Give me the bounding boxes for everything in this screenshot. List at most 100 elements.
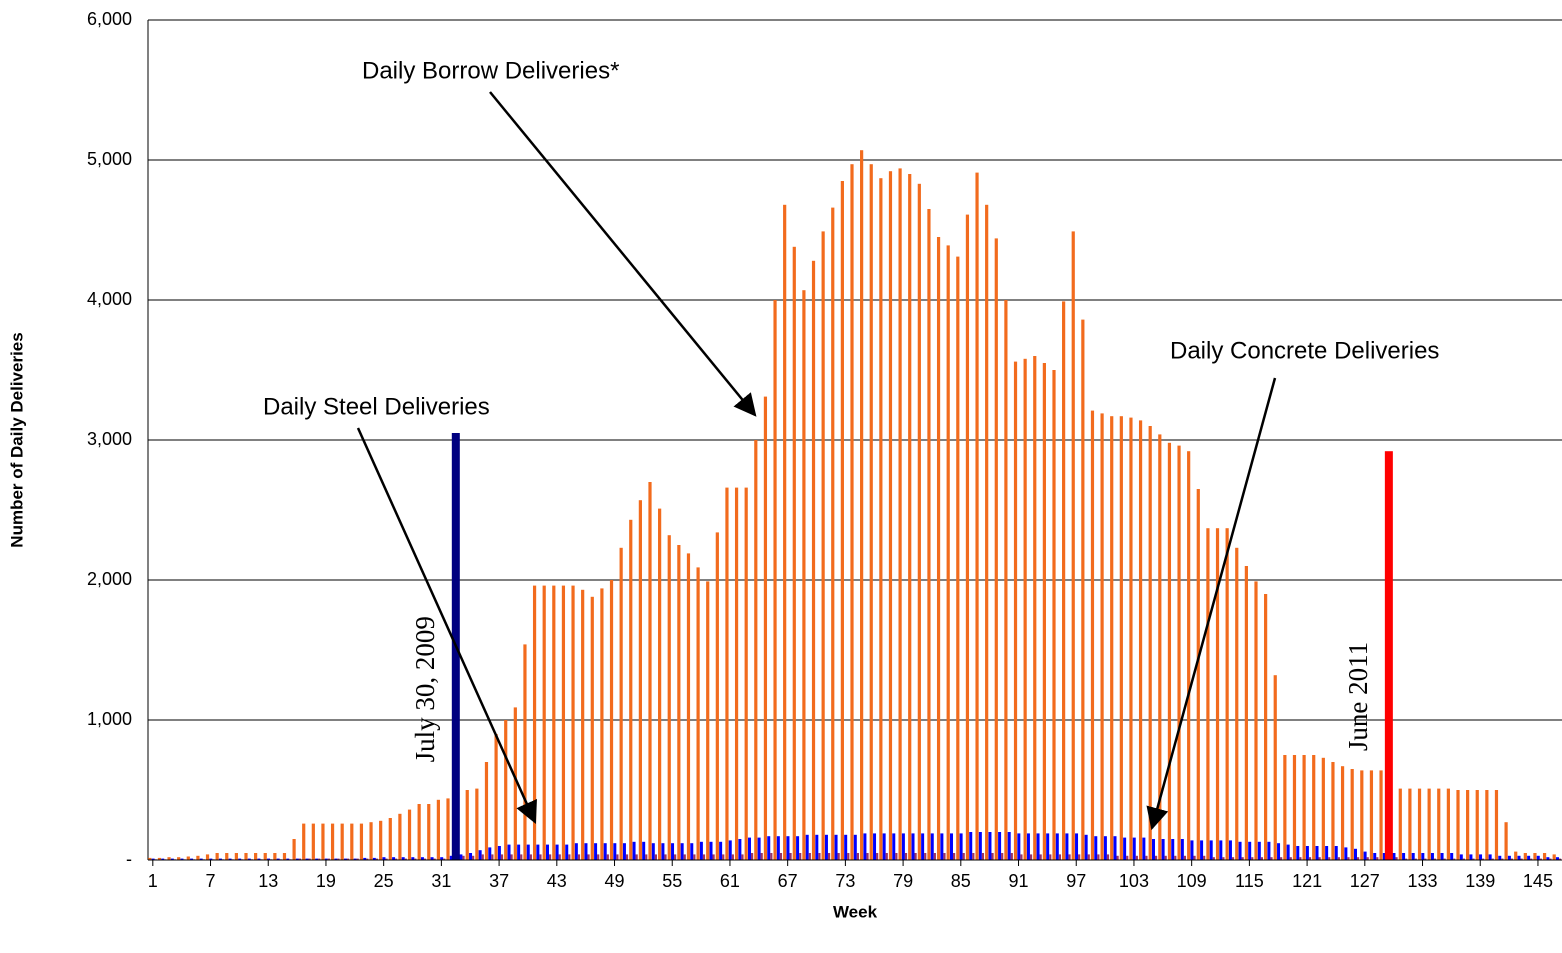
bar [911, 833, 915, 860]
bar [1244, 566, 1248, 860]
bar [1453, 858, 1456, 860]
bar [757, 837, 761, 860]
bar [504, 720, 508, 860]
bar [414, 858, 417, 860]
bar [292, 839, 296, 860]
bar [1254, 581, 1258, 860]
bar [209, 858, 213, 860]
bar [302, 823, 306, 860]
bar [654, 854, 657, 860]
x-tick-label: 115 [1235, 871, 1264, 891]
bar [863, 833, 867, 860]
bar [1087, 854, 1090, 860]
bar [1251, 857, 1254, 860]
bar [330, 823, 335, 860]
bar [818, 853, 821, 860]
bar [392, 857, 396, 860]
bar [590, 596, 594, 860]
bar [1094, 836, 1098, 860]
annotation: Daily Steel Deliveries [263, 393, 490, 420]
bar [594, 843, 598, 860]
bar [699, 841, 703, 860]
x-tick-label: 121 [1292, 871, 1322, 891]
bar [625, 854, 629, 860]
bar [853, 834, 857, 860]
bar [959, 833, 963, 860]
bar [860, 150, 864, 860]
bar [773, 300, 777, 860]
bar [1228, 840, 1232, 860]
bar [1180, 839, 1184, 860]
bar [484, 762, 489, 860]
x-tick-label: 73 [835, 871, 855, 891]
bar [286, 858, 290, 860]
bar [876, 853, 879, 860]
bar [792, 246, 796, 861]
bar [581, 589, 585, 860]
bar [1456, 790, 1460, 860]
bar [1033, 356, 1037, 860]
bar [1558, 858, 1562, 860]
bar [1482, 858, 1485, 860]
bar [1321, 757, 1325, 860]
bar [677, 545, 681, 860]
bar [783, 204, 787, 861]
bar [475, 788, 479, 860]
bar [1097, 854, 1100, 860]
bar [648, 482, 652, 860]
bar [1138, 420, 1143, 860]
x-tick-label: 1 [148, 871, 158, 891]
bar [238, 858, 242, 860]
annotation-arrow [489, 91, 757, 417]
bar [196, 855, 200, 860]
bar [375, 858, 379, 860]
bar [1231, 857, 1235, 860]
bar [1203, 855, 1206, 860]
bar [545, 844, 549, 860]
bar [1075, 833, 1079, 860]
bar [969, 832, 973, 860]
bar [340, 823, 344, 860]
bar [629, 519, 633, 860]
bar [1129, 417, 1133, 860]
bar [536, 844, 540, 860]
bar [1395, 857, 1398, 860]
bar [722, 854, 725, 860]
bar [1446, 788, 1450, 860]
bar [1312, 755, 1316, 860]
bar [914, 853, 917, 860]
bar [1325, 846, 1329, 860]
bar [555, 844, 559, 860]
bar [1235, 547, 1239, 860]
bar [936, 237, 941, 860]
bar [1469, 854, 1473, 860]
annotation: Daily Borrow Deliveries* [362, 57, 619, 84]
bar [520, 854, 523, 860]
bar [1029, 854, 1033, 860]
bar [1510, 858, 1514, 860]
bar [1222, 857, 1225, 860]
bar [1161, 839, 1165, 860]
bar [1350, 769, 1354, 860]
bar [427, 804, 431, 860]
bar [680, 843, 684, 860]
bar [1187, 451, 1191, 860]
bar [1013, 361, 1018, 860]
bar [1437, 788, 1441, 860]
bar [658, 508, 662, 860]
bar [446, 798, 450, 860]
bar [500, 854, 504, 860]
bar [148, 857, 152, 860]
bar [834, 834, 838, 860]
bar [561, 585, 566, 860]
bar [1479, 854, 1483, 860]
bar [459, 854, 463, 860]
bar [972, 853, 975, 860]
bar [517, 844, 521, 860]
y-tick-label: 3,000 [87, 429, 132, 449]
bar [1292, 755, 1297, 860]
bar [225, 853, 229, 860]
bar [205, 854, 210, 860]
bar [1126, 855, 1129, 860]
